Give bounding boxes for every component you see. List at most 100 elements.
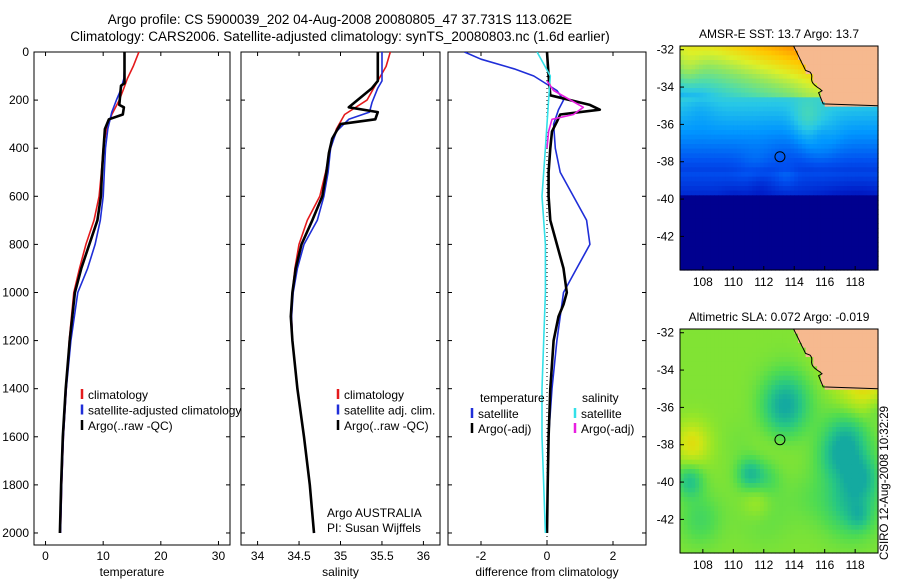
map-cell [733, 473, 738, 479]
map-cell [721, 83, 727, 89]
map-cell [767, 366, 772, 372]
map-cell [718, 125, 723, 131]
map-cell [874, 520, 879, 526]
map-cell [729, 144, 734, 150]
map-cell [691, 228, 696, 234]
map-cell [718, 375, 723, 381]
map-cell [767, 445, 772, 451]
map-cell [680, 125, 685, 131]
map-cell [779, 487, 784, 493]
map-cell [813, 469, 818, 475]
map-cell [714, 116, 719, 122]
map-cell [843, 120, 849, 126]
map-cell [809, 204, 814, 210]
map-cell [687, 144, 693, 150]
map-cell [805, 501, 811, 507]
map-cell [824, 329, 830, 335]
map-cell [756, 441, 761, 447]
map-cell [699, 459, 704, 465]
map-cell [801, 97, 807, 103]
map-cell [744, 181, 750, 187]
map-cell [801, 403, 807, 409]
map-cell [847, 200, 852, 206]
map-cell [759, 511, 765, 517]
map-cell [874, 464, 879, 470]
map-cell [714, 74, 719, 80]
map-cell [702, 450, 708, 456]
map-cell [729, 116, 734, 122]
map-cell [702, 343, 708, 349]
map-cell [691, 469, 696, 475]
map-cell [779, 394, 784, 400]
map-cell [779, 529, 784, 535]
map-cell [744, 506, 750, 512]
map-cell [710, 204, 715, 210]
map-cell [798, 88, 803, 94]
map-cell [733, 153, 738, 159]
map-cell [809, 153, 814, 159]
map-cell [824, 338, 830, 344]
map-cell [702, 413, 708, 419]
map-cell [691, 125, 696, 131]
map-cell [809, 529, 814, 535]
map-cell [706, 399, 712, 405]
map-cell [699, 64, 704, 70]
map-cell [805, 473, 811, 479]
map-cell [805, 102, 811, 108]
map-cell [782, 97, 788, 103]
map-cell [832, 515, 837, 521]
map-cell [858, 181, 864, 187]
map-cell [817, 83, 822, 89]
map-cell [756, 260, 761, 266]
map-cell [775, 422, 780, 428]
map-cell [790, 69, 795, 75]
map-cell [817, 251, 822, 257]
map-cell [782, 228, 788, 234]
map-cell [763, 478, 769, 484]
map-cell [866, 329, 871, 335]
map-cell [718, 394, 723, 400]
map-cell [809, 441, 814, 447]
map-cell [858, 408, 864, 414]
map-cell [817, 242, 822, 248]
map-cell [828, 125, 833, 131]
map-cell [820, 422, 826, 428]
map-cell [759, 139, 765, 145]
map-cell [862, 228, 868, 234]
map-cell [718, 78, 723, 84]
map-cell [839, 190, 845, 196]
map-cell [782, 260, 788, 266]
map-cell [683, 394, 689, 400]
map-cell [706, 242, 712, 248]
map-cell [748, 408, 753, 414]
map-cell [725, 218, 731, 224]
map-cell [820, 92, 826, 98]
map-cell [718, 251, 723, 257]
map-cell [687, 441, 693, 447]
map-cell [748, 427, 753, 433]
map-cell [874, 478, 879, 484]
map-cell [824, 464, 830, 470]
map-cell [836, 357, 841, 363]
map-cell [710, 120, 715, 126]
map-cell [744, 492, 750, 498]
map-cell [752, 529, 757, 535]
map-cell [695, 69, 700, 75]
map-cell [695, 181, 700, 187]
map-cell [824, 232, 830, 238]
coastline [793, 45, 879, 107]
map-cell [748, 469, 753, 475]
map-cell [737, 455, 742, 461]
map-cell [798, 120, 803, 126]
map-cell [729, 375, 734, 381]
map-cell [790, 529, 795, 535]
map-cell [851, 455, 856, 461]
map-cell [714, 256, 719, 262]
map-cell [820, 195, 826, 201]
map-cell [767, 130, 772, 136]
map-cell [737, 106, 742, 112]
annotation: Argo AUSTRALIA [327, 506, 422, 520]
map-cell [737, 361, 742, 367]
map-cell [740, 427, 746, 433]
map-cell [767, 265, 772, 271]
